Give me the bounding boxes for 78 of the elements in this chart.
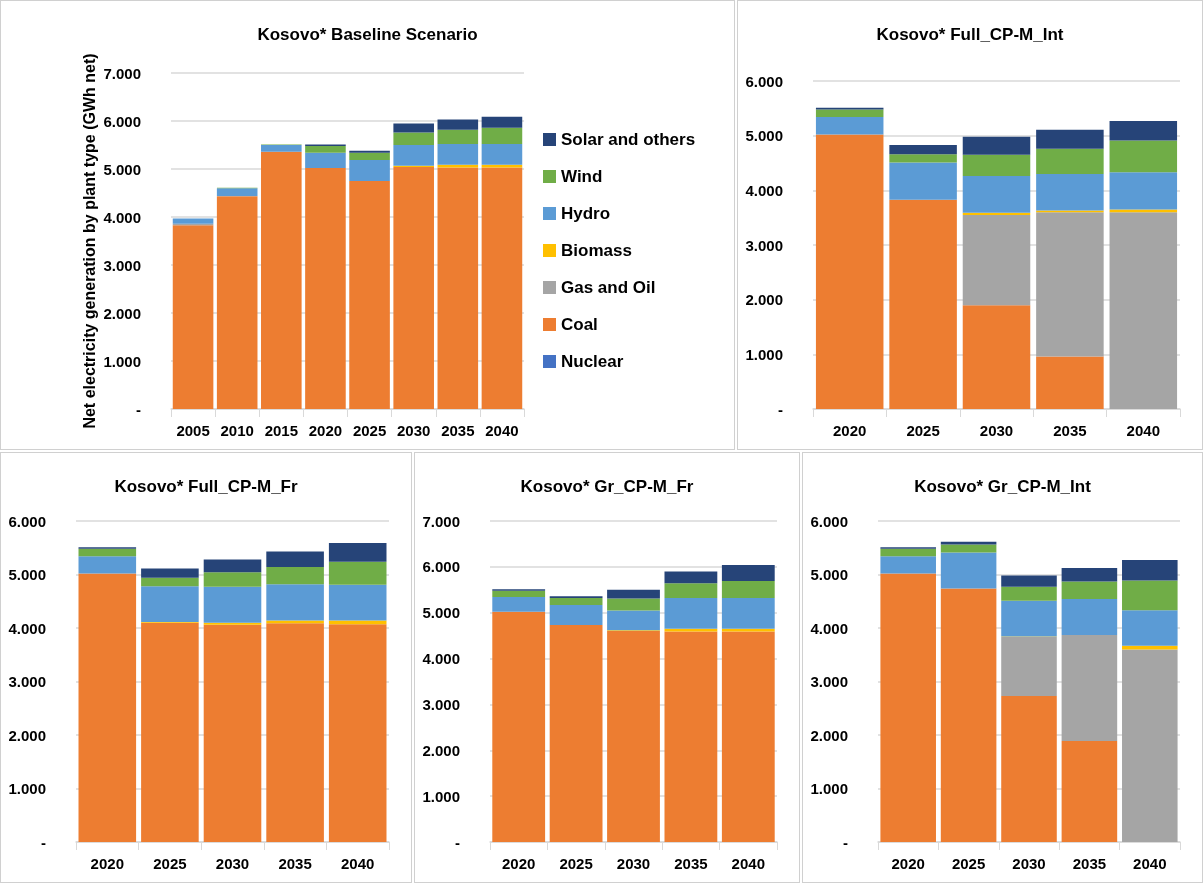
legend-label: Solar and others <box>561 130 696 149</box>
y-tick-label: 2.000 <box>8 726 46 744</box>
y-tick-label: 7.000 <box>103 64 141 82</box>
x-tick-label: 2030 <box>215 855 250 872</box>
y-tick-label: - <box>41 833 46 851</box>
y-tick-label: 1.000 <box>745 345 783 363</box>
x-tick-label: 2040 <box>1133 855 1167 872</box>
x-tick-label: 2025 <box>153 855 187 872</box>
legend-label: Biomass <box>561 241 632 260</box>
x-tick-label: 2015 <box>264 422 298 439</box>
y-tick-label: 6.000 <box>422 558 460 576</box>
x-tick-label: 2035 <box>1072 855 1107 872</box>
x-tick-label: 2005 <box>176 422 210 439</box>
y-tick-label: 4.000 <box>745 181 783 199</box>
y-tick-label: 2.000 <box>422 741 460 759</box>
y-tick-label: 6.000 <box>103 112 141 130</box>
y-tick-label: 3.000 <box>810 673 848 690</box>
x-tick-label: 2020 <box>90 855 124 872</box>
x-tick-label: 2020 <box>502 855 536 872</box>
x-tick-label: 2025 <box>559 855 593 872</box>
x-tick-label: 2020 <box>891 855 925 872</box>
y-tick-label: 1.000 <box>422 787 460 805</box>
x-tick-label: 2030 <box>1012 855 1046 872</box>
y-tick-label: 3.000 <box>8 673 46 690</box>
y-tick-label: 5.000 <box>745 127 783 145</box>
y-tick-label: 1.000 <box>810 780 848 797</box>
x-tick-label: 2025 <box>352 422 387 439</box>
y-tick-label: 1.000 <box>103 352 141 370</box>
y-tick-label: 7.000 <box>422 512 460 530</box>
y-tick-label: 4.000 <box>103 208 141 226</box>
x-tick-label: 2040 <box>731 855 765 872</box>
y-tick-label: 5.000 <box>422 604 460 622</box>
x-tick-label: 2020 <box>833 422 867 439</box>
y-axis-title: Net electricity generation by plant type (GWh net) <box>80 53 98 429</box>
y-tick-label: 4.000 <box>810 619 848 637</box>
y-tick-label: 1.000 <box>8 780 46 797</box>
legend-label: Nuclear <box>561 352 624 371</box>
y-tick-label: 4.000 <box>8 619 46 637</box>
y-tick-label: - <box>136 400 141 418</box>
y-tick-label: - <box>843 833 848 851</box>
x-tick-label: 2010 <box>220 422 254 439</box>
y-tick-label: 2.000 <box>103 304 141 322</box>
x-tick-label: 2030 <box>616 855 651 872</box>
legend-label: Hydro <box>561 204 611 223</box>
y-tick-label: 4.000 <box>422 650 460 668</box>
legend-label: Wind <box>561 167 603 186</box>
chart-title: Kosovo* Gr_CP-M_Int <box>914 477 1092 496</box>
x-tick-label: 2030 <box>397 422 431 439</box>
x-tick-label: 2040 <box>1126 422 1160 439</box>
y-tick-label: - <box>455 833 460 851</box>
y-tick-label: - <box>778 400 783 418</box>
chart-title: Kosovo* Gr_CP-M_Fr <box>520 477 694 496</box>
x-tick-label: 2030 <box>979 422 1014 439</box>
y-tick-label: 5.000 <box>103 160 141 178</box>
y-tick-label: 6.000 <box>810 512 848 530</box>
x-tick-label: 2035 <box>441 422 475 439</box>
x-tick-label: 2040 <box>485 422 519 439</box>
y-tick-label: 2.000 <box>810 726 848 744</box>
y-tick-label: 5.000 <box>8 566 46 583</box>
x-tick-label: 2025 <box>906 422 940 439</box>
legend-label: Coal <box>561 315 598 334</box>
legend-label: Gas and Oil <box>561 278 656 297</box>
x-tick-label: 2035 <box>674 855 708 872</box>
y-tick-label: 2.000 <box>745 291 783 309</box>
y-tick-label: 3.000 <box>422 695 460 713</box>
y-tick-label: 3.000 <box>745 236 783 254</box>
x-tick-label: 2035 <box>278 855 312 872</box>
x-tick-label: 2040 <box>341 855 375 872</box>
y-tick-label: 5.000 <box>810 566 848 583</box>
chart-title: Kosovo* Full_CP-M_Int <box>876 25 1064 44</box>
y-tick-label: 3.000 <box>103 256 141 274</box>
x-tick-label: 2035 <box>1053 422 1087 439</box>
y-tick-label: 6.000 <box>745 72 783 90</box>
x-tick-label: 2025 <box>951 855 986 872</box>
chart-title: Kosovo* Baseline Scenario <box>257 25 478 44</box>
y-tick-label: 6.000 <box>8 512 46 530</box>
x-tick-label: 2020 <box>308 422 343 439</box>
chart-title: Kosovo* Full_CP-M_Fr <box>114 477 298 496</box>
